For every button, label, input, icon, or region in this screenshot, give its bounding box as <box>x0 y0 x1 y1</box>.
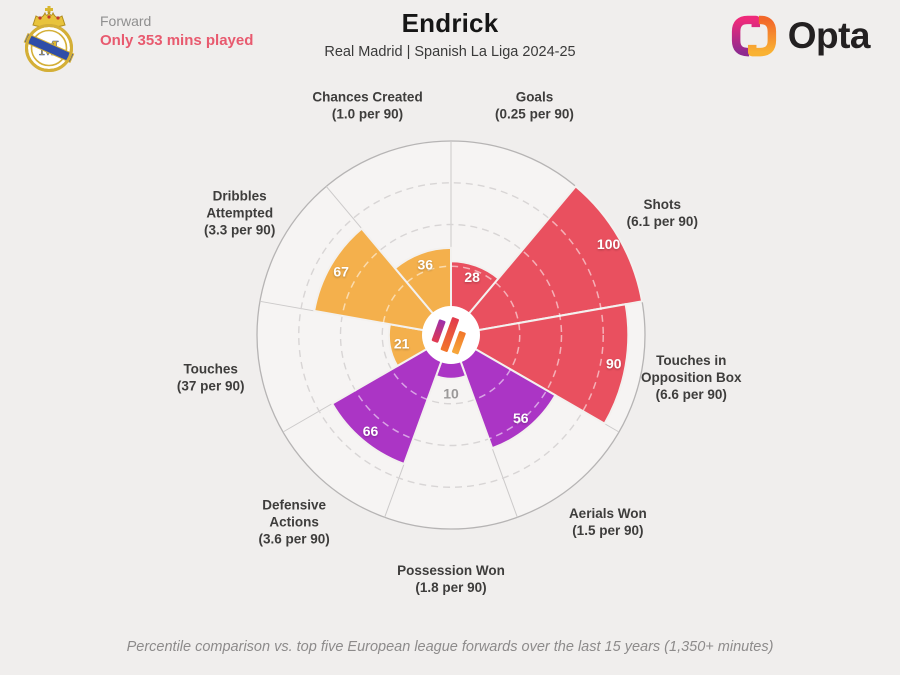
page-subtitle: Real Madrid | Spanish La Liga 2024-25 <box>324 44 576 60</box>
category-label-touches: Touches (37 per 90) <box>177 361 245 393</box>
header: M Forward Only 353 mins played Endrick R… <box>0 0 900 78</box>
value-label-goals: 28 <box>464 269 480 285</box>
pizza-slice-touches-in-opposition-box <box>448 303 630 426</box>
pizza-chart: 28 100 90 56 10 66 21 67 36 Goals (0.25 per 90) Sho… <box>177 90 742 595</box>
opta-brand: Opta <box>729 11 871 61</box>
category-label-defensive-actions: Defensive Actions (3.6 per 90) <box>259 497 330 546</box>
category-label-dribbles-attempted: Dribbles Attempted (3.3 per 90) <box>204 189 275 238</box>
pizza-slice-shots <box>448 184 644 337</box>
value-label-touches-in-opposition-box: 90 <box>606 356 622 372</box>
category-label-chances-created: Chances Created (1.0 per 90) <box>312 90 422 122</box>
pizza-slice-defensive-actions <box>330 332 453 466</box>
value-label-chances-created: 36 <box>418 256 434 272</box>
value-label-touches: 21 <box>394 336 410 352</box>
chart-caption: Percentile comparison vs. top five Europ… <box>126 639 774 655</box>
pizza-labels-layer: 28 100 90 56 10 66 21 67 36 Goals (0.25 per 90) Sho… <box>177 90 742 595</box>
opta-logo-text: Opta <box>787 15 871 56</box>
center-opta-badge <box>422 306 480 364</box>
crest-badge: M <box>23 24 75 72</box>
crest-crown <box>32 6 66 28</box>
opta-bars-icon <box>431 317 466 355</box>
pizza-slice-dribbles-attempted <box>313 227 454 337</box>
category-label-possession-won: Possession Won (1.8 per 90) <box>397 563 505 595</box>
page-title: Endrick <box>401 8 499 38</box>
player-position-label: Forward <box>100 13 152 29</box>
opta-logo-icon <box>731 15 776 57</box>
category-label-touches-in-opposition-box: Touches in Opposition Box (6.6 per 90) <box>641 353 742 402</box>
pizza-slice-aerials-won <box>449 332 557 450</box>
real-madrid-crest: M <box>23 6 75 72</box>
value-label-defensive-actions: 66 <box>363 423 379 439</box>
value-label-shots: 100 <box>597 236 621 252</box>
value-label-aerials-won: 56 <box>513 410 529 426</box>
category-label-shots: Shots (6.1 per 90) <box>627 197 698 229</box>
minutes-played-note: Only 353 mins played <box>100 32 254 49</box>
category-label-aerials-won: Aerials Won (1.5 per 90) <box>569 506 647 538</box>
value-label-possession-won: 10 <box>443 386 459 402</box>
category-label-goals: Goals (0.25 per 90) <box>495 90 574 122</box>
value-label-dribbles-attempted: 67 <box>333 264 349 280</box>
